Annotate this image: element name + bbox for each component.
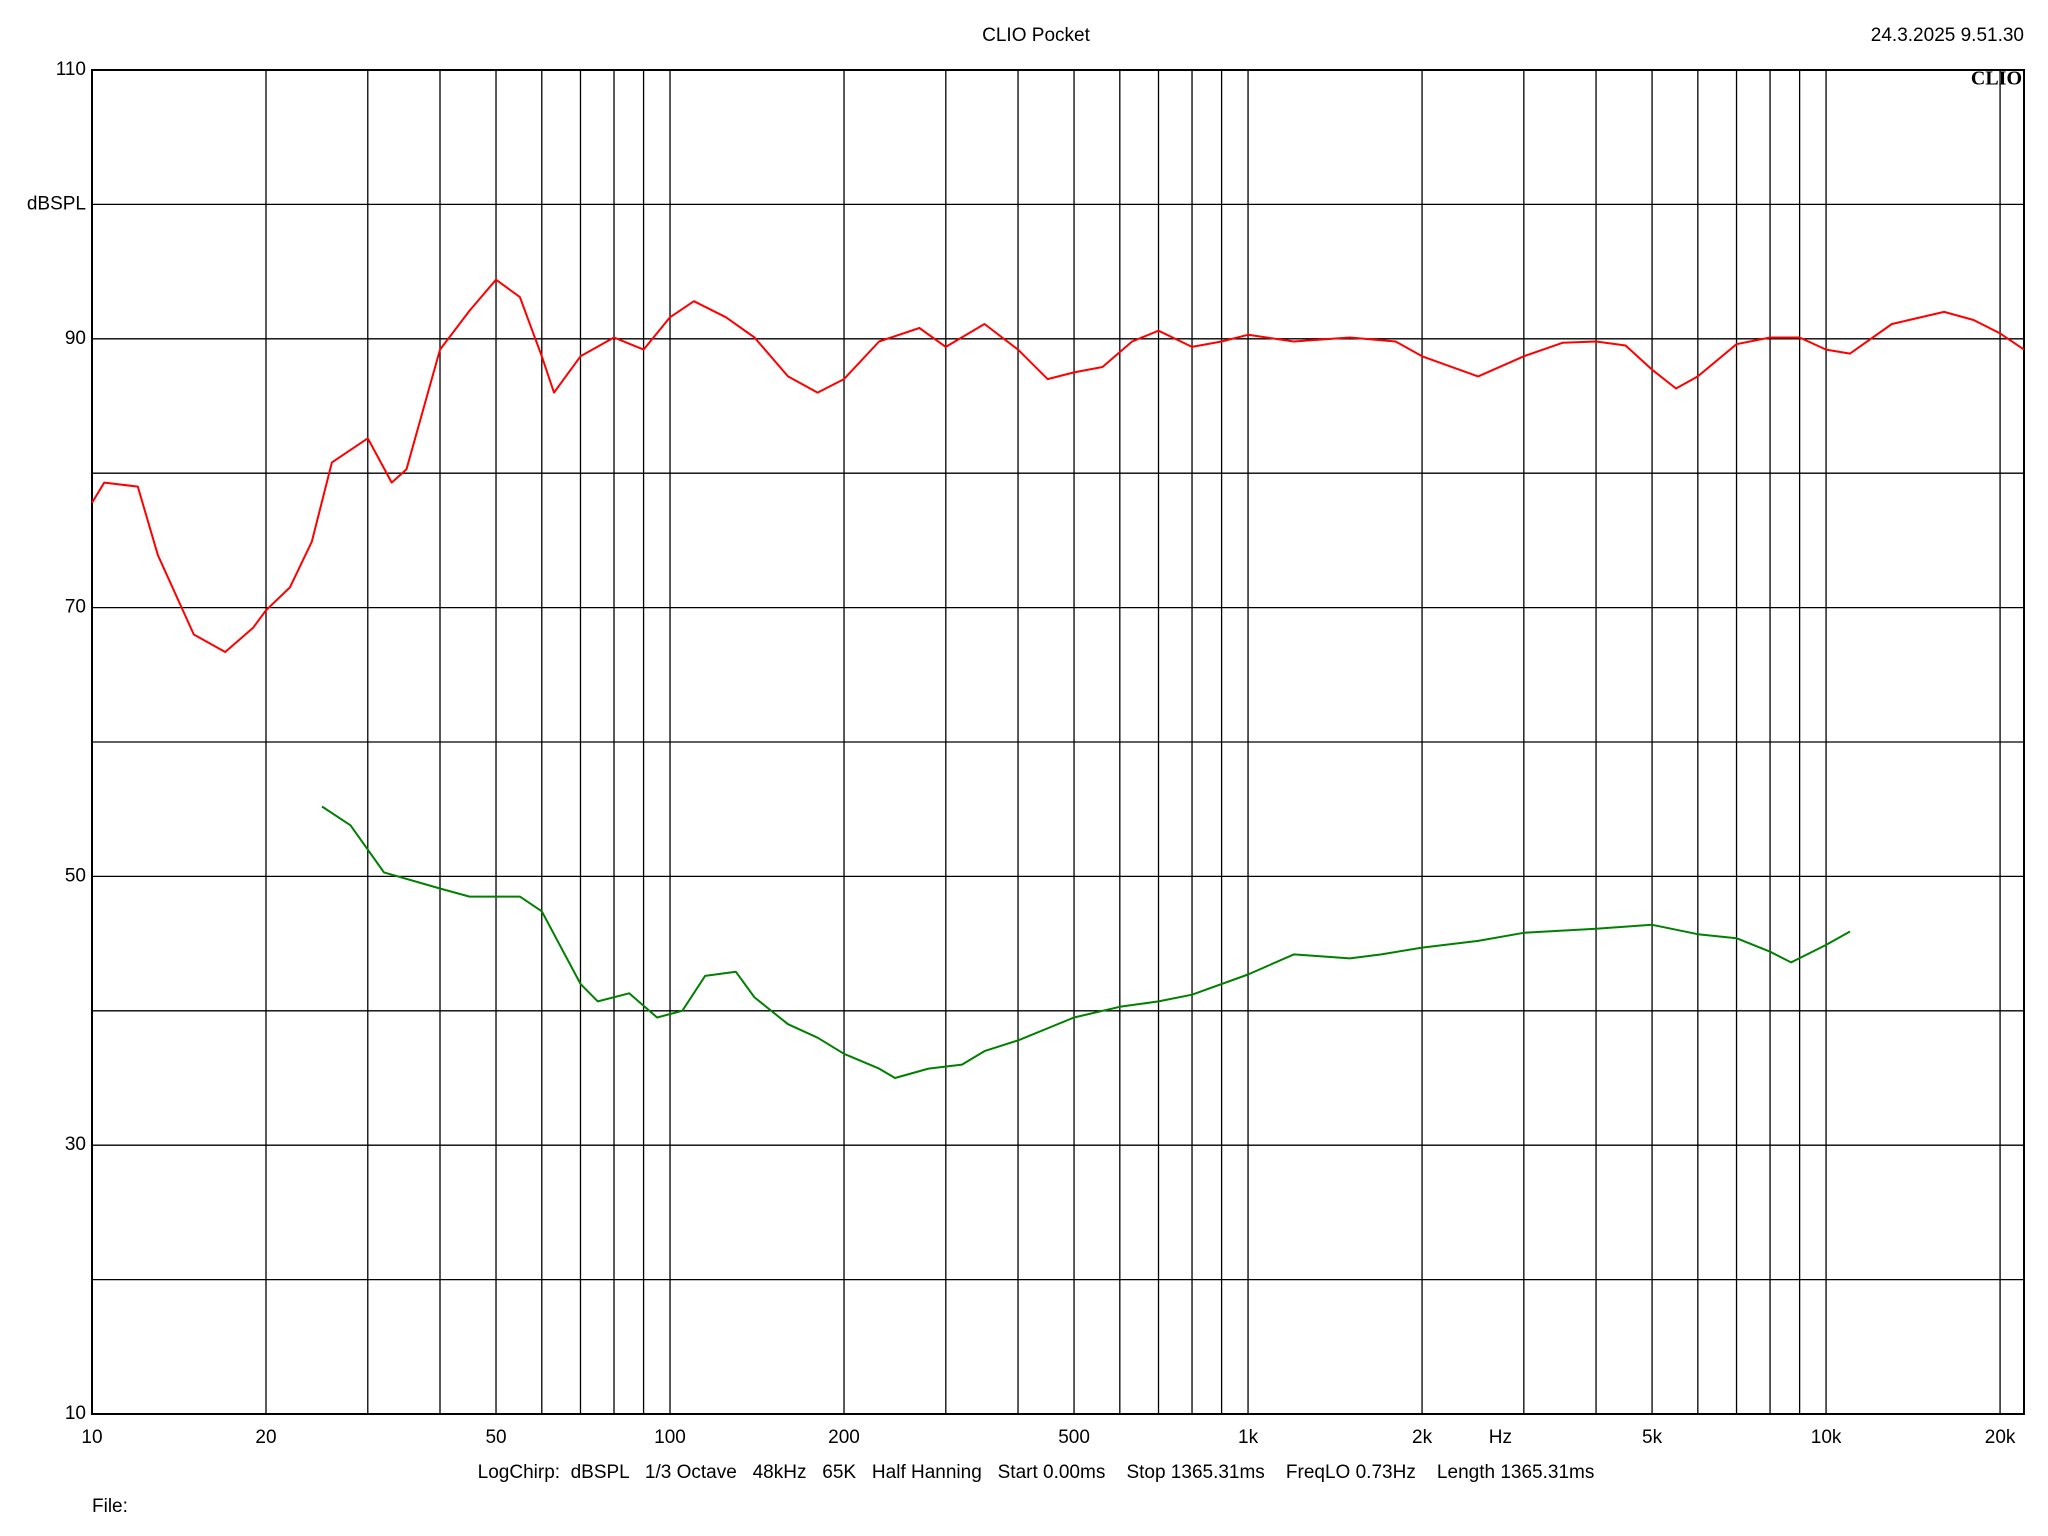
y-axis-label: dBSPL [27,193,86,214]
timestamp: 24.3.2025 9.51.30 [1871,25,2024,46]
x-tick-label: 100 [654,1427,686,1448]
x-tick-label: 20 [255,1427,276,1448]
y-tick-label: 10 [65,1403,86,1424]
plot-frame [91,69,2025,1415]
logo: CLIO [1971,68,2022,90]
x-tick-label: 20k [1985,1427,2016,1448]
x-tick-label: 200 [828,1427,860,1448]
series-line [91,278,2025,653]
x-tick-label: 10 [81,1427,102,1448]
y-tick-label: 70 [65,597,86,618]
x-tick-label: 50 [485,1427,506,1448]
footer: LogChirp: dBSPL 1/3 Octave 48kHz 65K Hal… [478,1462,1595,1483]
x-tick-label: 10k [1811,1427,1842,1448]
x-axis-label: Hz [1489,1427,1512,1448]
y-tick-label: 50 [65,865,86,886]
series-line [321,805,1851,1079]
chart-title: CLIO Pocket [982,25,1090,46]
x-tick-label: 500 [1058,1427,1090,1448]
y-tick-label: 30 [65,1134,86,1155]
y-tick-label: 110 [56,59,86,80]
x-tick-label: 2k [1412,1427,1433,1448]
file-label: File: [92,1496,128,1517]
x-tick-label: 1k [1238,1427,1259,1448]
y-tick-label: 90 [65,328,86,349]
x-tick-label: 5k [1642,1427,1663,1448]
